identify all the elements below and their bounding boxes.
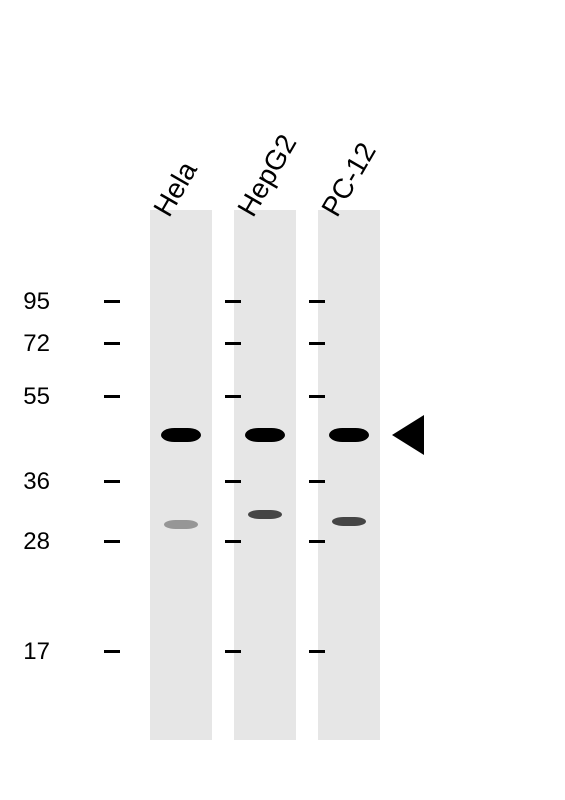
tick-l2-36 xyxy=(225,480,241,483)
tick-l3-95 xyxy=(309,300,325,303)
mw-label-28: 28 xyxy=(0,528,50,556)
mw-tick-28 xyxy=(104,540,120,543)
mw-tick-17 xyxy=(104,650,120,653)
tick-l2-95 xyxy=(225,300,241,303)
band-pc12-minor xyxy=(332,517,366,526)
band-hela-minor xyxy=(164,520,198,529)
band-hela-major xyxy=(161,428,201,442)
mw-label-55: 55 xyxy=(0,383,50,411)
tick-l3-72 xyxy=(309,342,325,345)
mw-label-95: 95 xyxy=(0,288,50,316)
tick-l3-36 xyxy=(309,480,325,483)
tick-l2-17 xyxy=(225,650,241,653)
tick-l3-28 xyxy=(309,540,325,543)
mw-label-36: 36 xyxy=(0,468,50,496)
lane-hela xyxy=(150,210,212,740)
tick-l2-72 xyxy=(225,342,241,345)
mw-tick-72 xyxy=(104,342,120,345)
band-hepg2-major xyxy=(245,428,285,442)
mw-tick-36 xyxy=(104,480,120,483)
mw-tick-55 xyxy=(104,395,120,398)
blot-canvas: 95 72 55 36 28 17 Hela HepG2 PC-12 xyxy=(0,0,565,800)
lane-hepg2 xyxy=(234,210,296,740)
mw-tick-95 xyxy=(104,300,120,303)
band-hepg2-minor xyxy=(248,510,282,519)
tick-l3-55 xyxy=(309,395,325,398)
tick-l3-17 xyxy=(309,650,325,653)
band-pc12-major xyxy=(329,428,369,442)
mw-label-72: 72 xyxy=(0,330,50,358)
tick-l2-28 xyxy=(225,540,241,543)
target-arrow-icon xyxy=(392,415,424,455)
lane-label-hepg2: HepG2 xyxy=(231,129,303,222)
mw-label-17: 17 xyxy=(0,638,50,666)
tick-l2-55 xyxy=(225,395,241,398)
lane-pc12 xyxy=(318,210,380,740)
